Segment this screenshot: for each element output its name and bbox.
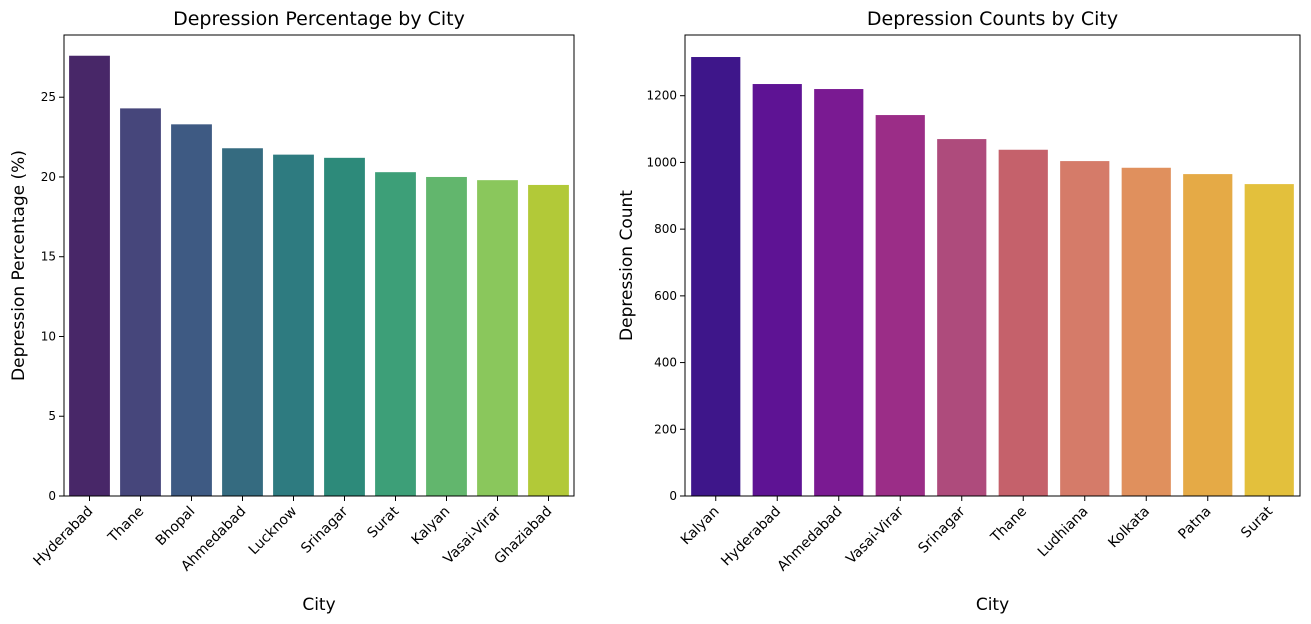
bar-thane (998, 149, 1048, 496)
y-tick-label: 25 (41, 90, 56, 104)
x-tick-label: Patna (1175, 504, 1214, 543)
bar-surat (375, 172, 416, 496)
y-tick-label: 0 (48, 489, 56, 503)
bar-ahmedabad (814, 89, 864, 497)
x-tick-label: Thane (105, 504, 148, 547)
x-tick-label: Thane (987, 504, 1030, 547)
x-tick-label: Surat (1238, 503, 1276, 541)
bar-vasai-virar (875, 115, 925, 496)
y-tick-label: 400 (654, 356, 677, 370)
y-tick-label: 5 (48, 409, 56, 423)
x-tick-label: Vasai-Virar (843, 503, 907, 567)
chart-title: Depression Counts by City (867, 8, 1118, 30)
y-tick-label: 15 (41, 250, 56, 264)
bar-bhopal (171, 124, 212, 496)
y-tick-label: 20 (41, 170, 56, 184)
bar-ludhiana (1060, 161, 1110, 496)
x-tick-label: Surat (364, 503, 402, 541)
x-tick-label: Kalyan (678, 504, 723, 549)
y-tick-label: 1000 (646, 155, 677, 169)
x-axis-label: City (302, 595, 335, 615)
bar-kalyan (426, 176, 467, 496)
y-tick-label: 0 (669, 489, 677, 503)
x-tick-label: Hyderabad (718, 504, 784, 570)
x-tick-label: Srinagar (298, 503, 351, 556)
y-tick-label: 600 (654, 289, 677, 303)
bar-vasai-virar (477, 180, 518, 496)
y-axis-label: Depression Count (617, 190, 637, 341)
y-tick-label: 1200 (646, 89, 677, 103)
chart-depression-percentage: Depression Percentage by City 0 5 10 15 20 25 H… (9, 8, 575, 615)
bar-kalyan (691, 57, 741, 496)
bar-surat (1244, 184, 1294, 496)
x-tick-label: Ludhiana (1035, 504, 1092, 561)
x-axis-label: City (976, 595, 1009, 615)
y-tick-label: 800 (654, 222, 677, 236)
x-tick-label: Kolkata (1105, 504, 1153, 552)
bar-thane (120, 108, 161, 496)
x-tick-label: Ahmedabad (774, 504, 845, 575)
bar-kolkata (1121, 167, 1171, 496)
bar-ahmedabad (222, 148, 263, 497)
chart-depression-counts: Depression Counts by City 0 200 400 600 800 10… (617, 8, 1301, 615)
y-axis-label: Depression Percentage (%) (9, 150, 29, 381)
x-tick-label: Hyderabad (31, 504, 97, 570)
plot-frame (63, 34, 575, 497)
bar-hyderabad (69, 55, 110, 496)
bar-srinagar (324, 157, 365, 496)
plot-frame (684, 34, 1301, 497)
y-tick-label: 200 (654, 422, 677, 436)
x-tick-label: Bhopal (153, 504, 199, 550)
y-tick-label: 10 (41, 329, 56, 343)
bar-srinagar (937, 139, 987, 496)
x-tick-label: Kalyan (409, 504, 454, 549)
bar-lucknow (273, 154, 314, 497)
bar-patna (1183, 174, 1233, 496)
chart-title: Depression Percentage by City (173, 8, 465, 30)
bar-ghaziabad (528, 184, 569, 496)
x-tick-label: Srinagar (915, 503, 968, 556)
x-tick-label: Lucknow (246, 504, 301, 559)
bar-hyderabad (752, 84, 802, 496)
